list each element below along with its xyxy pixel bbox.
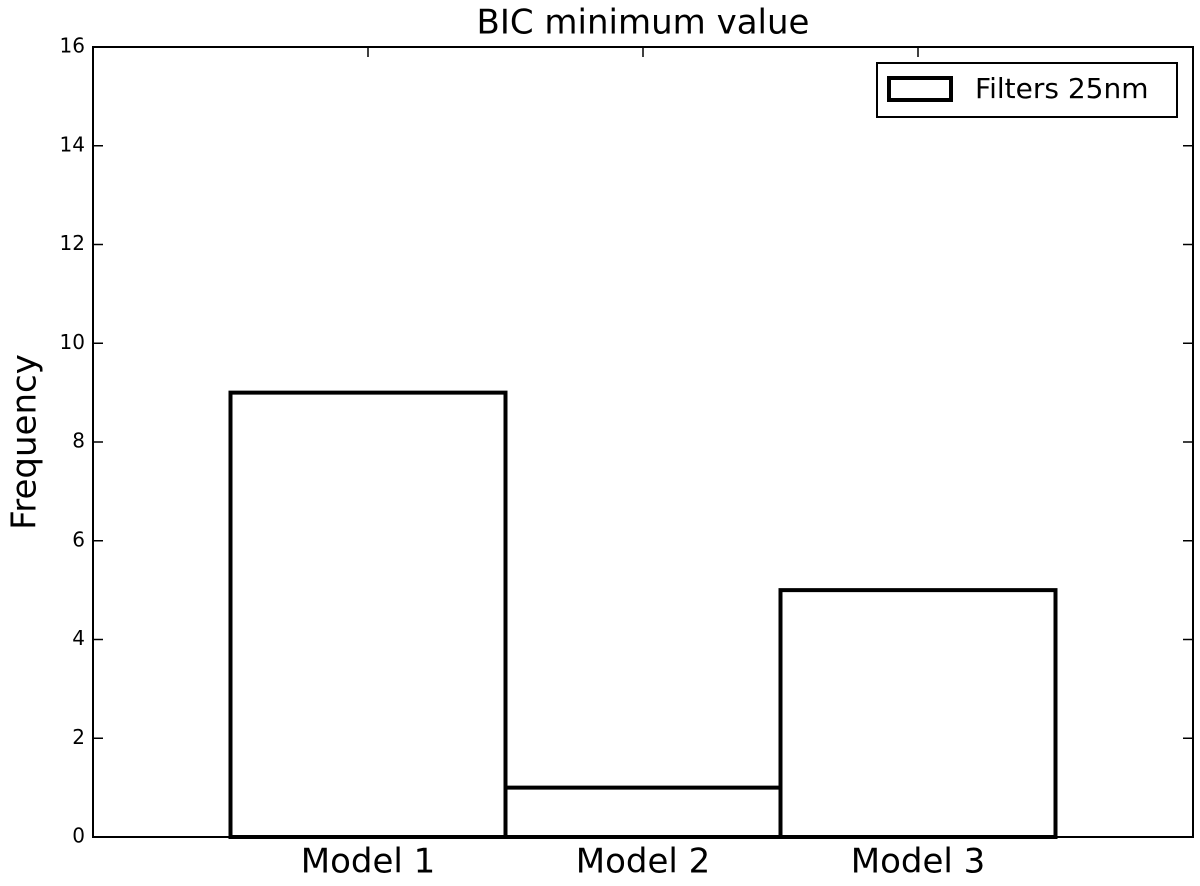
y-axis-label: Frequency: [5, 354, 45, 530]
y-tick-label: 0: [72, 824, 85, 848]
y-tick-label: 14: [60, 132, 85, 156]
bar: [228, 390, 508, 839]
chart-title: BIC minimum value: [477, 3, 810, 43]
y-tick-label: 10: [60, 330, 85, 354]
x-tick-label: Model 3: [851, 842, 986, 882]
bar: [778, 588, 1058, 839]
y-tick-label: 4: [72, 626, 85, 650]
x-tick-label: Model 2: [576, 842, 711, 882]
bar: [503, 785, 783, 839]
y-tick-label: 8: [72, 429, 85, 453]
legend-swatch: [887, 76, 953, 102]
x-tick-label: Model 1: [301, 842, 436, 882]
legend-label: Filters 25nm: [975, 72, 1148, 105]
y-tick-label: 2: [72, 725, 85, 749]
y-tick-label: 6: [72, 527, 85, 551]
y-tick-label: 16: [60, 34, 85, 58]
plot-frame: [92, 46, 1194, 838]
y-tick-label: 12: [60, 231, 85, 255]
